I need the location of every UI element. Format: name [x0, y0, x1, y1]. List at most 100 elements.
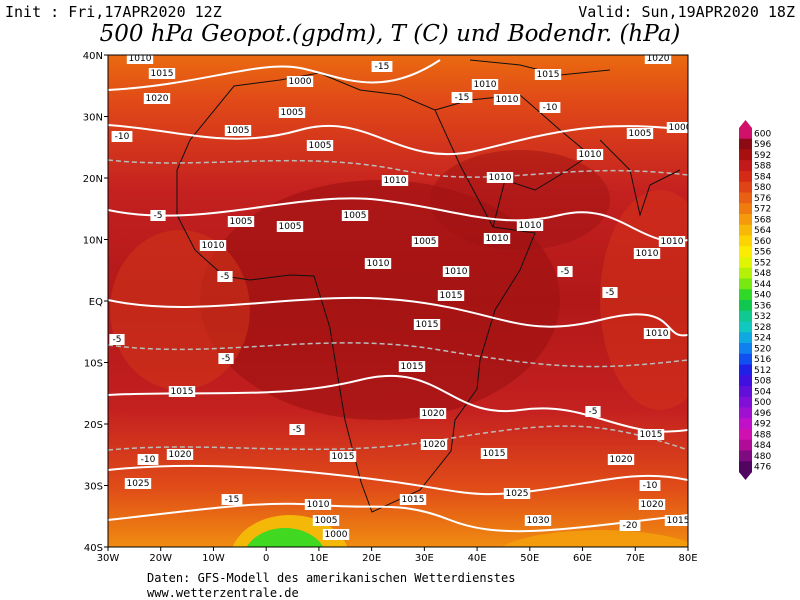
contour-label: 1015: [537, 70, 560, 80]
contour-label-box: [111, 131, 133, 142]
lat-label: 40S: [84, 543, 103, 554]
colorbar-label: 584: [754, 172, 771, 182]
contour-label: 1015: [667, 516, 690, 526]
colorbar-swatch: [739, 149, 752, 161]
contour-label: 1015: [440, 291, 463, 301]
colorbar-swatch: [739, 160, 752, 172]
colorbar-swatch: [739, 375, 752, 387]
contour-label: 1010: [445, 267, 468, 277]
contour-label-box: [199, 240, 227, 251]
contour-label-box: [493, 94, 521, 105]
contour-label: 1015: [401, 362, 424, 372]
contour-label: -5: [561, 267, 570, 277]
contour-label: -5: [222, 354, 231, 364]
contour-label: 1000: [289, 77, 312, 87]
contour-label: 1015: [332, 452, 355, 462]
colorbar-swatch: [739, 300, 752, 312]
contour-label: 1020: [423, 440, 446, 450]
contour-label: 1010: [646, 329, 669, 339]
contour-label: 1020: [641, 500, 664, 510]
contour-label-box: [637, 429, 665, 440]
colorbar-label: 600: [754, 129, 771, 139]
colorbar-label: 492: [754, 420, 771, 430]
contour-label: 1015: [171, 387, 194, 397]
contour-label: 1010: [519, 221, 542, 231]
contour-label-box: [124, 478, 152, 489]
lon-label: 10W: [202, 553, 225, 564]
footer-source: Daten: GFS-Modell des amerikanischen Wet…: [147, 571, 515, 585]
contour-label: 1030: [527, 516, 550, 526]
contour-label: 1010: [661, 237, 684, 247]
contour-label-box: [322, 529, 350, 540]
contour-label-box: [607, 454, 635, 465]
colorbar-swatch: [739, 267, 752, 279]
colorbar-label: 512: [754, 366, 771, 376]
contour-label-box: [471, 79, 499, 90]
colorbar-swatch: [739, 353, 752, 365]
colorbar-label: 556: [754, 248, 771, 258]
lon-label: 10E: [309, 553, 328, 564]
contour-label: 1005: [315, 516, 338, 526]
lat-label: 20N: [83, 174, 103, 185]
contour-label-box: [398, 361, 426, 372]
contour-label-box: [276, 221, 304, 232]
contour-label: 1005: [230, 217, 253, 227]
colorbar-swatch: [739, 364, 752, 376]
colorbar-label: 508: [754, 377, 771, 387]
contour-label-box: [451, 92, 473, 103]
colorbar-label: 572: [754, 205, 771, 215]
contour-label-box: [221, 494, 243, 505]
contour-label: 1005: [344, 211, 367, 221]
contour-label: 1005: [414, 237, 437, 247]
contour-label-box: [644, 55, 672, 64]
contour-label-box: [626, 128, 654, 139]
contour-label-box: [420, 439, 448, 450]
colorbar-label: 536: [754, 301, 771, 311]
contour-label-box: [217, 271, 233, 282]
colorbar-label: 560: [754, 237, 771, 247]
colorbar-swatch: [739, 429, 752, 441]
colorbar-swatch: [739, 289, 752, 301]
contour-label-box: [224, 125, 252, 136]
contour-label-box: [419, 408, 447, 419]
contour-label-box: [227, 216, 255, 227]
colorbar-swatch: [739, 278, 752, 290]
contour-label-box: [413, 319, 441, 330]
contour-label: 1015: [151, 69, 174, 79]
contour-label: 1010: [579, 150, 602, 160]
contour-label: 1010: [474, 80, 497, 90]
colorbar-swatch: [739, 203, 752, 215]
colorbar-swatch: [739, 321, 752, 333]
colorbar-label: 580: [754, 183, 771, 193]
contour-label-box: [486, 172, 514, 183]
contour-label: 1010: [367, 259, 390, 269]
colorbar-label: 568: [754, 215, 771, 225]
contour-label: 1005: [309, 141, 332, 151]
contour-label: 1005: [281, 108, 304, 118]
contour-label-box: [289, 424, 305, 435]
contour-label-box: [329, 451, 357, 462]
colorbar-tip: [739, 120, 752, 128]
colorbar-label: 500: [754, 398, 771, 408]
contour-label-box: [286, 76, 314, 87]
colorbar-swatch: [739, 450, 752, 462]
contour-label-box: [638, 499, 666, 510]
colorbar-label: 596: [754, 140, 771, 150]
contour-label-box: [442, 266, 470, 277]
colorbar-label: 544: [754, 280, 771, 290]
contour-label-box: [411, 236, 439, 247]
contour-label: 1010: [307, 500, 330, 510]
contour-label-box: [516, 220, 544, 231]
colorbar-tip: [739, 472, 752, 480]
contour-label-box: [143, 93, 171, 104]
contour-label-box: [503, 488, 531, 499]
colorbar-swatch: [739, 128, 752, 140]
contour-label: -15: [455, 93, 470, 103]
contour-label-box: [109, 334, 125, 345]
contour-label-box: [166, 449, 194, 460]
colorbar-label: 524: [754, 334, 771, 344]
contour-label-box: [126, 55, 154, 64]
lat-label: 30S: [84, 482, 103, 493]
